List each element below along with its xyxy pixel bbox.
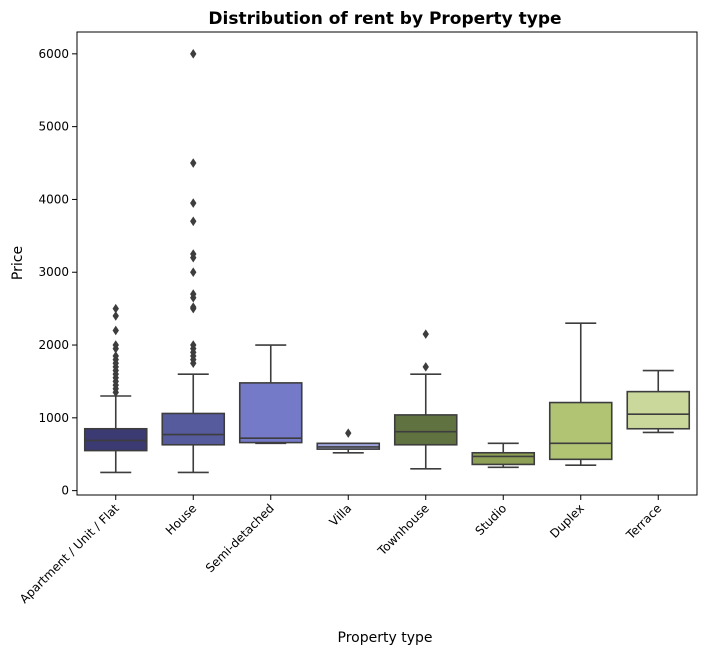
plot-area [76, 31, 698, 496]
x-tick-label: Apartment / Unit / Flat [17, 501, 122, 606]
outlier-point [190, 216, 197, 227]
outlier-point [190, 198, 197, 208]
outlier-point [190, 158, 197, 168]
outlier-point [422, 362, 429, 372]
x-tick-label: Villa [327, 501, 355, 529]
y-axis: 0 1000 2000 3000 4000 5000 6000 [38, 47, 77, 498]
y-axis-label: Price [10, 246, 26, 280]
x-tick-label: Terrace [623, 501, 664, 542]
outlier-point [422, 329, 429, 339]
y-tick-label: 4000 [38, 192, 69, 206]
y-tick-label: 3000 [38, 265, 69, 279]
x-tick-label: House [163, 501, 199, 537]
iqr-box [161, 412, 226, 446]
box-1 [161, 49, 226, 474]
box-0 [83, 303, 148, 474]
x-tick-label: Duplex [547, 501, 587, 541]
outlier-point [190, 302, 197, 312]
outlier-point [190, 249, 197, 259]
y-tick-label: 5000 [38, 120, 69, 134]
outlier-point [190, 289, 197, 299]
y-tick-label: 1000 [38, 411, 69, 425]
iqr-box [626, 390, 691, 430]
box-5 [471, 442, 536, 469]
y-tick-label: 2000 [38, 338, 69, 352]
boxes-group [83, 49, 691, 474]
outlier-point [345, 428, 352, 438]
outlier-point [112, 303, 119, 314]
outlier-point [112, 340, 119, 350]
x-axis-label: Property type [338, 630, 433, 646]
iqr-box [238, 382, 303, 444]
box-7 [626, 369, 691, 434]
box-6 [548, 322, 613, 466]
x-axis: Apartment / Unit / Flat House Semi-detache… [17, 495, 664, 606]
outlier-point [112, 351, 119, 361]
box-4 [393, 329, 458, 470]
chart-title: Distribution of rent by Property type [208, 9, 561, 29]
outlier-point [112, 325, 119, 336]
box-3 [316, 428, 381, 454]
outlier-point [190, 267, 197, 278]
y-tick-label: 0 [61, 484, 69, 498]
iqr-box [471, 451, 536, 466]
x-tick-label: Semi-detached [203, 501, 277, 575]
outlier-point [190, 49, 197, 59]
iqr-box [393, 414, 458, 446]
x-tick-label: Townhouse [374, 501, 431, 558]
y-tick-label: 6000 [38, 47, 69, 61]
x-tick-label: Studio [472, 501, 509, 538]
iqr-box [548, 401, 613, 461]
outlier-point [112, 311, 119, 321]
outlier-point [190, 340, 197, 350]
box-2 [238, 344, 303, 445]
